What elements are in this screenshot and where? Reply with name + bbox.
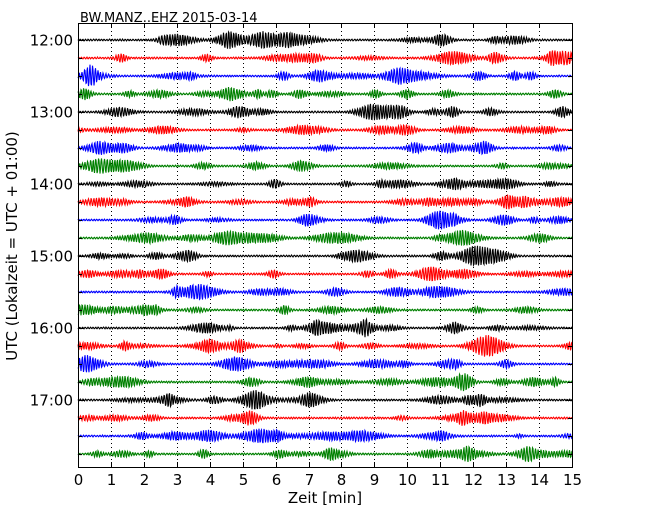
y-tick-label: 12:00 <box>30 32 73 50</box>
seismic-trace <box>77 427 573 444</box>
seismic-trace <box>77 317 573 338</box>
x-tick-label: 4 <box>206 471 216 489</box>
seismic-trace <box>77 266 573 282</box>
y-tick-label: 17:00 <box>30 392 73 410</box>
y-tick-label: 13:00 <box>30 104 73 122</box>
x-tick-label: 2 <box>140 471 150 489</box>
x-tick-label: 15 <box>563 471 582 489</box>
x-tick-label: 7 <box>305 471 315 489</box>
x-tick-label: 9 <box>370 471 380 489</box>
x-tick-label: 12 <box>464 471 483 489</box>
seismic-trace <box>77 64 573 87</box>
seismic-trace <box>77 303 573 317</box>
seismic-trace <box>77 210 573 230</box>
x-tick-label: 13 <box>497 471 516 489</box>
seismic-trace <box>77 86 573 102</box>
x-tick-label: 14 <box>530 471 549 489</box>
seismic-trace <box>77 229 573 247</box>
seismic-trace <box>77 194 573 210</box>
seismic-trace <box>77 390 573 410</box>
x-tick-label: 1 <box>107 471 117 489</box>
seismic-trace <box>77 283 573 301</box>
chart-title: BW.MANZ..EHZ 2015-03-14 <box>80 11 258 26</box>
x-axis-label: Zeit [min] <box>287 489 363 507</box>
x-tick-label: 0 <box>74 471 84 489</box>
seismic-trace <box>77 245 573 268</box>
y-tick-label: 16:00 <box>30 320 73 338</box>
seismic-trace <box>77 30 573 49</box>
x-tick-label: 3 <box>173 471 183 489</box>
x-tick-label: 8 <box>337 471 347 489</box>
seismic-trace <box>77 103 573 121</box>
seismic-trace <box>77 123 573 137</box>
seismic-trace <box>77 372 573 392</box>
x-tick-label: 5 <box>239 471 249 489</box>
x-tick-label: 11 <box>431 471 450 489</box>
seismic-trace <box>77 176 573 191</box>
seismic-trace <box>77 445 573 463</box>
y-axis-label: UTC (Lokalzeit = UTC + 01:00) <box>3 131 21 361</box>
seismic-trace <box>77 140 573 156</box>
seismic-trace <box>77 157 573 174</box>
seismic-trace <box>77 355 573 373</box>
seismic-trace <box>77 335 573 357</box>
x-tick-label: 10 <box>398 471 417 489</box>
seismic-trace <box>77 410 573 426</box>
tick-layer: 0 1 2 3 4 5 6 7 8 9 10 11 12 13 14 1512:0013:0014:0015:… <box>30 23 582 489</box>
y-tick-label: 15:00 <box>30 248 73 266</box>
trace-layer <box>77 30 573 463</box>
x-tick-label: 6 <box>272 471 282 489</box>
seismic-trace <box>77 50 573 67</box>
y-tick-label: 14:00 <box>30 176 73 194</box>
plot-frame <box>78 23 573 468</box>
